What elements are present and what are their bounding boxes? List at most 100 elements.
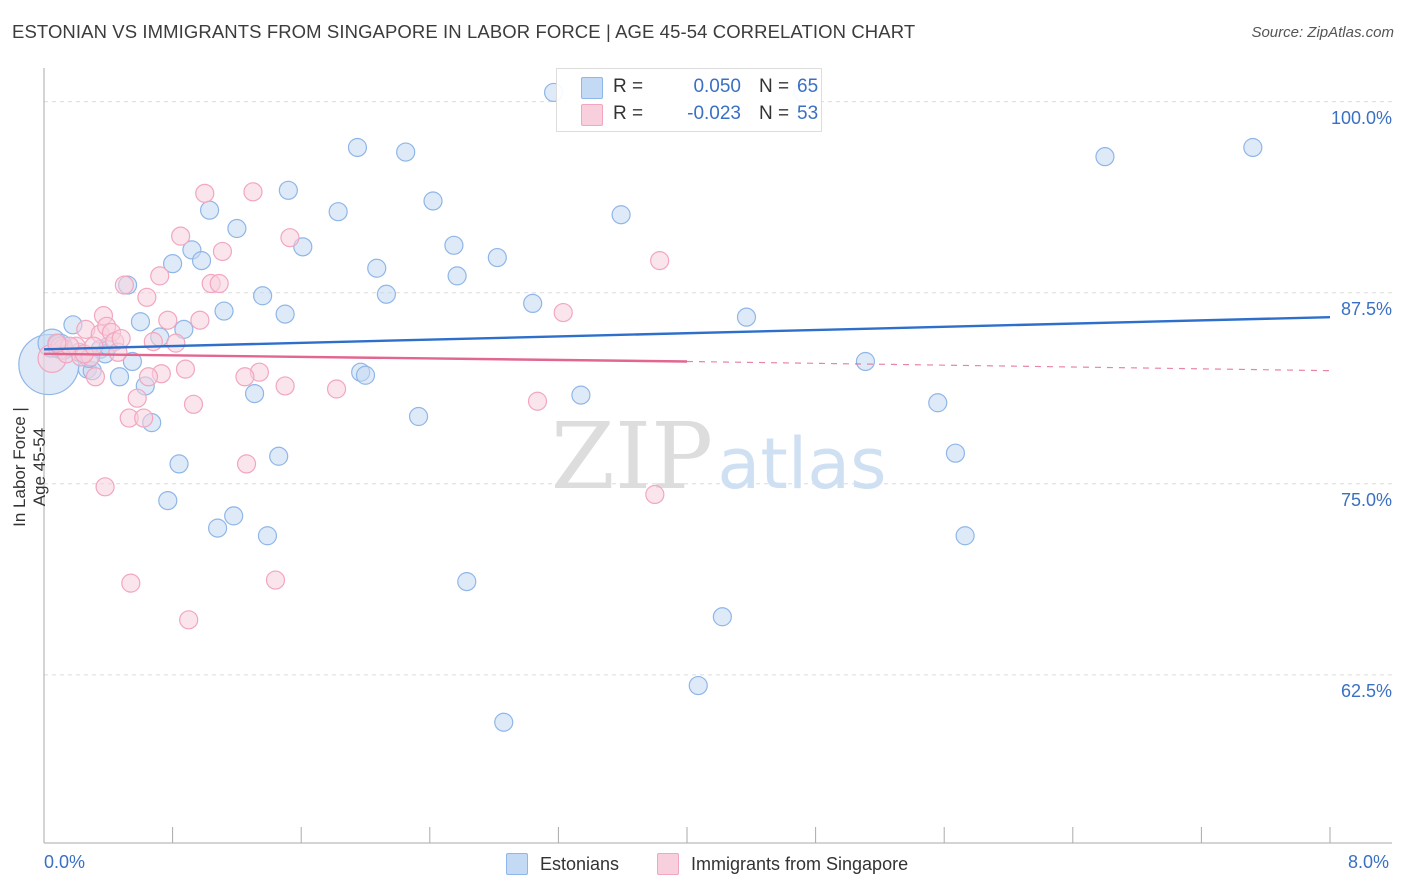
- point-estonians: [712, 607, 732, 627]
- point-singapore: [114, 275, 134, 295]
- point-estonians: [169, 454, 189, 474]
- point-estonians: [208, 518, 228, 538]
- trend-lines: [43, 315, 1331, 372]
- point-singapore: [127, 388, 147, 408]
- point-singapore: [195, 183, 215, 203]
- point-singapore: [650, 251, 670, 271]
- axes: [43, 68, 1392, 844]
- legend-swatch-estonians: [506, 853, 528, 875]
- point-singapore: [171, 226, 191, 246]
- legend-label-estonians: Estonians: [540, 853, 620, 874]
- point-singapore: [85, 367, 106, 387]
- y-tick-label: 100.0%: [1330, 107, 1392, 128]
- point-singapore: [137, 287, 157, 307]
- point-estonians: [611, 205, 631, 225]
- n-value: 53: [797, 103, 819, 124]
- point-estonians: [257, 526, 278, 546]
- point-estonians: [224, 506, 244, 526]
- point-singapore: [150, 266, 170, 286]
- point-estonians: [376, 284, 396, 304]
- point-singapore: [158, 310, 178, 330]
- chart-title: ESTONIAN VS IMMIGRANTS FROM SINGAPORE IN…: [12, 21, 916, 42]
- watermark: ZIP atlas: [551, 403, 887, 510]
- point-estonians: [396, 142, 416, 162]
- point-estonians: [945, 443, 966, 463]
- point-estonians: [328, 202, 348, 222]
- point-estonians: [355, 365, 376, 385]
- point-estonians: [227, 218, 247, 239]
- r-label: R =: [613, 103, 644, 124]
- point-estonians: [244, 383, 265, 404]
- point-singapore: [179, 610, 199, 630]
- point-estonians: [855, 351, 876, 372]
- point-singapore: [95, 477, 115, 497]
- point-singapore: [326, 379, 347, 399]
- y-tick-label: 75.0%: [1340, 489, 1392, 510]
- point-singapore: [121, 573, 141, 593]
- trend-line-singapore: [43, 352, 688, 363]
- point-estonians: [423, 191, 443, 211]
- x-tick-label-min: 0.0%: [44, 852, 86, 872]
- x-tick-label-max: 8.0%: [1348, 852, 1390, 872]
- point-estonians: [275, 304, 295, 324]
- chart-source: Source: ZipAtlas.com: [1251, 24, 1394, 41]
- point-estonians: [191, 251, 212, 271]
- point-estonians: [736, 307, 757, 327]
- point-singapore: [265, 570, 286, 590]
- n-value: 65: [797, 76, 819, 97]
- point-estonians: [444, 235, 464, 255]
- point-estonians: [367, 258, 387, 278]
- point-estonians: [158, 490, 178, 511]
- point-estonians: [214, 301, 234, 321]
- point-estonians: [199, 200, 220, 220]
- point-estonians: [278, 180, 298, 200]
- y-tick-label: 87.5%: [1340, 298, 1392, 319]
- point-estonians: [163, 254, 183, 274]
- r-label: R =: [613, 76, 644, 97]
- legend-item-singapore[interactable]: Immigrants from Singapore: [657, 852, 908, 876]
- legend-item-estonians[interactable]: Estonians: [506, 852, 619, 876]
- point-singapore: [209, 273, 229, 294]
- estonians-swatch: [581, 77, 603, 99]
- point-singapore: [166, 333, 186, 353]
- r-value: 0.050: [693, 76, 741, 97]
- point-singapore: [111, 328, 131, 349]
- point-estonians: [487, 247, 507, 268]
- trend-line-estonians: [43, 315, 1331, 351]
- point-estonians: [253, 286, 273, 306]
- point-singapore: [275, 376, 295, 396]
- legend: Estonians Immigrants from Singapore: [0, 852, 1406, 876]
- point-estonians: [1095, 147, 1115, 167]
- point-estonians: [955, 526, 975, 546]
- point-estonians: [1243, 137, 1263, 158]
- n-label: N =: [759, 103, 790, 124]
- point-estonians: [457, 572, 477, 592]
- legend-swatch-singapore: [657, 853, 679, 875]
- point-singapore: [236, 454, 257, 474]
- correlation-stats-box: R = 0.050 N = 65 R = -0.023 N = 53: [556, 68, 822, 132]
- n-label: N =: [759, 76, 790, 97]
- point-estonians: [523, 293, 543, 314]
- point-singapore: [190, 310, 210, 330]
- point-estonians: [347, 137, 368, 158]
- point-estonians: [928, 393, 948, 413]
- y-tick-label: 62.5%: [1340, 680, 1392, 701]
- point-singapore: [143, 332, 163, 352]
- point-singapore: [175, 359, 196, 379]
- y-axis-label: In Labor Force | Age 45-54: [10, 407, 49, 527]
- trend-line-singapore-extension: [686, 360, 1331, 372]
- point-singapore: [527, 391, 548, 411]
- point-singapore: [235, 367, 255, 387]
- point-singapore: [84, 336, 104, 356]
- point-singapore: [645, 484, 665, 505]
- point-estonians: [688, 675, 708, 696]
- point-singapore: [553, 302, 573, 323]
- point-estonians: [109, 367, 130, 387]
- point-estonians: [447, 266, 467, 286]
- singapore-swatch: [581, 104, 603, 126]
- point-singapore: [183, 394, 204, 414]
- point-estonians: [408, 406, 429, 427]
- point-estonians: [269, 446, 289, 466]
- point-singapore: [134, 408, 154, 428]
